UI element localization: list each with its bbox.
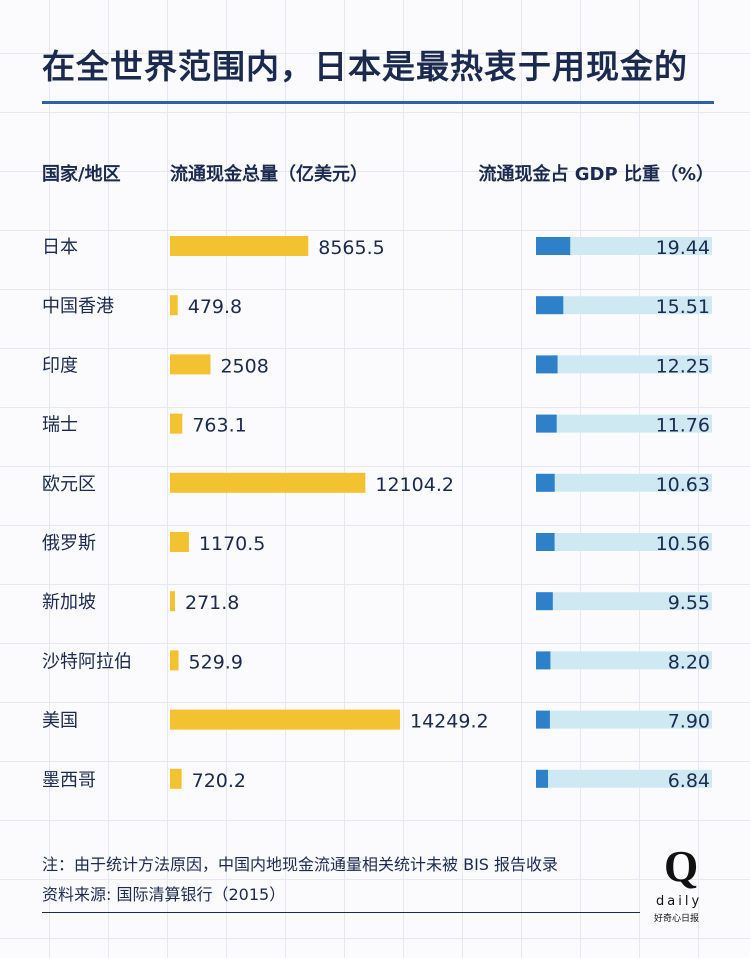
cash-value-label: 720.2 [192, 770, 246, 792]
gdp-track [536, 473, 712, 492]
cash-bar [170, 532, 189, 552]
cash-bar [170, 354, 211, 375]
cash-value-label: 271.8 [185, 592, 239, 614]
gdp-track [536, 296, 712, 315]
cash-bar [170, 768, 182, 789]
cash-value-label: 8565.5 [318, 237, 384, 259]
gdp-bar [536, 769, 549, 788]
cash-bar [170, 472, 366, 493]
country-label: 俄罗斯 [42, 533, 96, 554]
gdp-bar [536, 473, 555, 492]
gdp-bar [536, 651, 551, 670]
logo-mark: Q [664, 842, 699, 891]
country-label: 沙特阿拉伯 [42, 651, 132, 672]
gdp-value-label: 6.84 [668, 770, 710, 792]
logo-subtitle: 好奇心日报 [654, 914, 700, 924]
gdp-value-label: 10.63 [656, 474, 710, 496]
cash-bar [170, 295, 178, 316]
country-label: 印度 [42, 355, 78, 376]
country-label: 欧元区 [42, 474, 96, 495]
country-label: 日本 [42, 237, 78, 258]
gdp-value-label: 12.25 [656, 355, 710, 377]
gdp-track [536, 355, 712, 374]
gdp-value-label: 11.76 [656, 415, 710, 437]
cash-bar [170, 413, 183, 434]
gdp-value-label: 8.20 [668, 651, 710, 673]
gdp-bar [536, 414, 557, 433]
gdp-track [536, 414, 712, 433]
gdp-value-label: 10.56 [656, 533, 710, 555]
gdp-bar [536, 592, 553, 611]
gdp-bar [536, 355, 558, 374]
qdaily-logo: Q daily 好奇心日报 [650, 842, 712, 924]
cash-value-label: 2508 [220, 355, 268, 377]
column-header-cash-total: 流通现金总量（亿美元） [170, 164, 368, 185]
title-underline [42, 101, 714, 104]
cash-value-label: 14249.2 [410, 711, 489, 733]
gdp-value-label: 19.44 [656, 237, 710, 259]
column-header-country: 国家/地区 [42, 164, 121, 185]
cash-value-label: 479.8 [188, 296, 242, 318]
country-label: 中国香港 [42, 296, 114, 317]
gdp-track [536, 710, 712, 729]
gdp-track [536, 533, 712, 551]
country-label: 瑞士 [42, 415, 78, 436]
country-label: 美国 [42, 711, 78, 732]
cash-bar [170, 236, 309, 256]
method-note: 注：由于统计方法原因，中国内地现金流通量相关统计未被 BIS 报告收录 [42, 855, 559, 874]
logo-wordmark: daily [656, 894, 703, 909]
gdp-value-label: 7.90 [668, 711, 710, 733]
cash-value-label: 1170.5 [199, 533, 265, 555]
cash-bar [170, 650, 179, 671]
cash-bar [170, 591, 175, 612]
gdp-bar [536, 710, 550, 729]
gdp-value-label: 9.55 [668, 592, 710, 614]
cash-value-label: 12104.2 [375, 474, 454, 496]
gdp-bar [536, 296, 564, 315]
footer-divider [42, 912, 640, 913]
country-label: 新加坡 [42, 592, 96, 613]
cash-value-label: 529.9 [189, 651, 243, 673]
page-title: 在全世界范围内，日本是最热衷于用现金的 [42, 47, 688, 86]
gdp-track [536, 769, 712, 788]
footnote: 注：由于统计方法原因，中国内地现金流通量相关统计未被 BIS 报告收录 资料来源… [42, 850, 558, 910]
cash-bar [170, 709, 400, 730]
source-note: 资料来源: 国际清算银行（2015） [42, 885, 286, 904]
gdp-bar [536, 533, 555, 551]
gdp-track [536, 237, 712, 255]
gdp-track [536, 592, 712, 611]
country-label: 墨西哥 [42, 770, 96, 791]
gdp-track [536, 651, 712, 670]
gdp-bar [536, 237, 571, 255]
column-header-gdp-share: 流通现金占 GDP 比重（%） [478, 164, 714, 185]
cash-value-label: 763.1 [192, 415, 246, 437]
gdp-value-label: 15.51 [656, 296, 710, 318]
